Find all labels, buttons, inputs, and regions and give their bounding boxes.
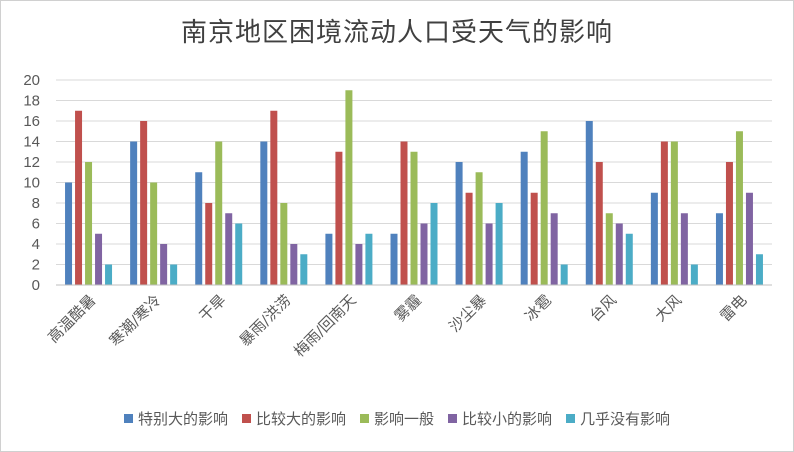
legend-item: 特别大的影响: [123, 408, 228, 429]
legend-item: 比较小的影响: [448, 408, 552, 429]
y-tick-label: 8: [32, 195, 40, 212]
bar: [550, 213, 558, 285]
bar: [85, 162, 93, 285]
bar: [540, 131, 548, 285]
bar: [215, 141, 223, 285]
legend-label: 影响一般: [373, 410, 434, 428]
x-tick-label: 冰雹: [521, 291, 555, 325]
legend-label: 比较大的影响: [255, 410, 346, 428]
x-tick-label: 寒潮/寒冷: [106, 291, 165, 350]
bar: [625, 233, 633, 285]
bar: [605, 213, 613, 285]
bar: [410, 151, 418, 285]
bar: [615, 223, 623, 285]
x-tick-label: 暴雨/洪涝: [236, 291, 295, 350]
bar: [390, 233, 398, 285]
bar: [475, 172, 483, 285]
bar: [160, 244, 168, 285]
bar: [715, 213, 723, 285]
legend-swatch: [123, 414, 133, 423]
y-tick-label: 16: [23, 113, 40, 130]
bar: [430, 203, 438, 285]
bar: [365, 233, 373, 285]
bar: [205, 203, 213, 285]
bar: [560, 264, 568, 285]
bar: [65, 182, 73, 285]
legend-item: 比较大的影响: [241, 408, 346, 429]
legend-swatch: [566, 414, 576, 423]
x-tick-label: 雷电: [716, 291, 750, 325]
legend-item: 几乎没有影响: [566, 408, 670, 429]
bar: [270, 110, 278, 285]
y-tick-label: 0: [32, 277, 40, 294]
bar: [195, 172, 203, 285]
legend-swatch: [448, 414, 457, 423]
bar: [755, 254, 763, 285]
bar: [290, 244, 298, 285]
y-tick-label: 12: [23, 154, 40, 171]
bar: [355, 244, 363, 285]
bar: [280, 203, 288, 285]
bar: [170, 264, 178, 285]
bar: [105, 264, 113, 285]
bar: [345, 90, 353, 285]
legend-label: 几乎没有影响: [580, 410, 671, 428]
legend-label: 特别大的影响: [137, 410, 228, 428]
bar: [335, 151, 343, 285]
x-tick-label: 大风: [651, 291, 685, 325]
bar: [465, 192, 473, 285]
bar: [530, 192, 538, 285]
bar: [225, 213, 233, 285]
bar: [495, 203, 503, 285]
x-tick-label: 台风: [586, 291, 620, 325]
bar: [735, 131, 743, 285]
bar: [725, 162, 733, 285]
bar: [150, 182, 158, 285]
y-tick-label: 2: [32, 257, 40, 274]
x-tick-label: 雾霾: [391, 291, 425, 325]
legend-label: 比较小的影响: [462, 410, 553, 428]
bar: [235, 223, 243, 285]
bar: [485, 223, 493, 285]
y-tick-label: 4: [32, 236, 40, 253]
bar: [300, 254, 308, 285]
x-tick-label: 干旱: [196, 291, 230, 325]
x-tick-label: 高温酷暑: [44, 291, 99, 346]
bar: [420, 223, 428, 285]
bar: [690, 264, 698, 285]
bar: [95, 233, 103, 285]
y-tick-label: 20: [23, 72, 40, 89]
bar: [455, 162, 463, 285]
bar: [75, 110, 83, 285]
y-tick-label: 6: [32, 216, 40, 233]
legend-swatch: [241, 414, 251, 423]
legend-swatch: [359, 414, 369, 423]
bar: [745, 192, 753, 285]
bar: [130, 141, 138, 285]
bar: [595, 162, 603, 285]
x-tick-label: 沙尘暴: [445, 291, 490, 336]
bar: [400, 141, 408, 285]
bar: [520, 151, 528, 285]
bar: [660, 141, 668, 285]
bar: [650, 192, 658, 285]
bar: [680, 213, 688, 285]
bar: [670, 141, 678, 285]
y-tick-label: 18: [23, 93, 40, 110]
chart-legend: 特别大的影响 比较大的影响 影响一般 比较小的影响 几乎没有影响: [0, 408, 794, 429]
x-tick-label: 梅雨/回南天: [290, 291, 359, 360]
y-tick-label: 10: [23, 175, 40, 192]
legend-item: 影响一般: [359, 408, 434, 429]
bar: [325, 233, 333, 285]
chart-title: 南京地区困境流动人口受天气的影响: [180, 18, 613, 48]
y-tick-label: 14: [23, 134, 40, 151]
bar: [140, 121, 148, 285]
bar: [585, 121, 593, 285]
bar: [260, 141, 268, 285]
